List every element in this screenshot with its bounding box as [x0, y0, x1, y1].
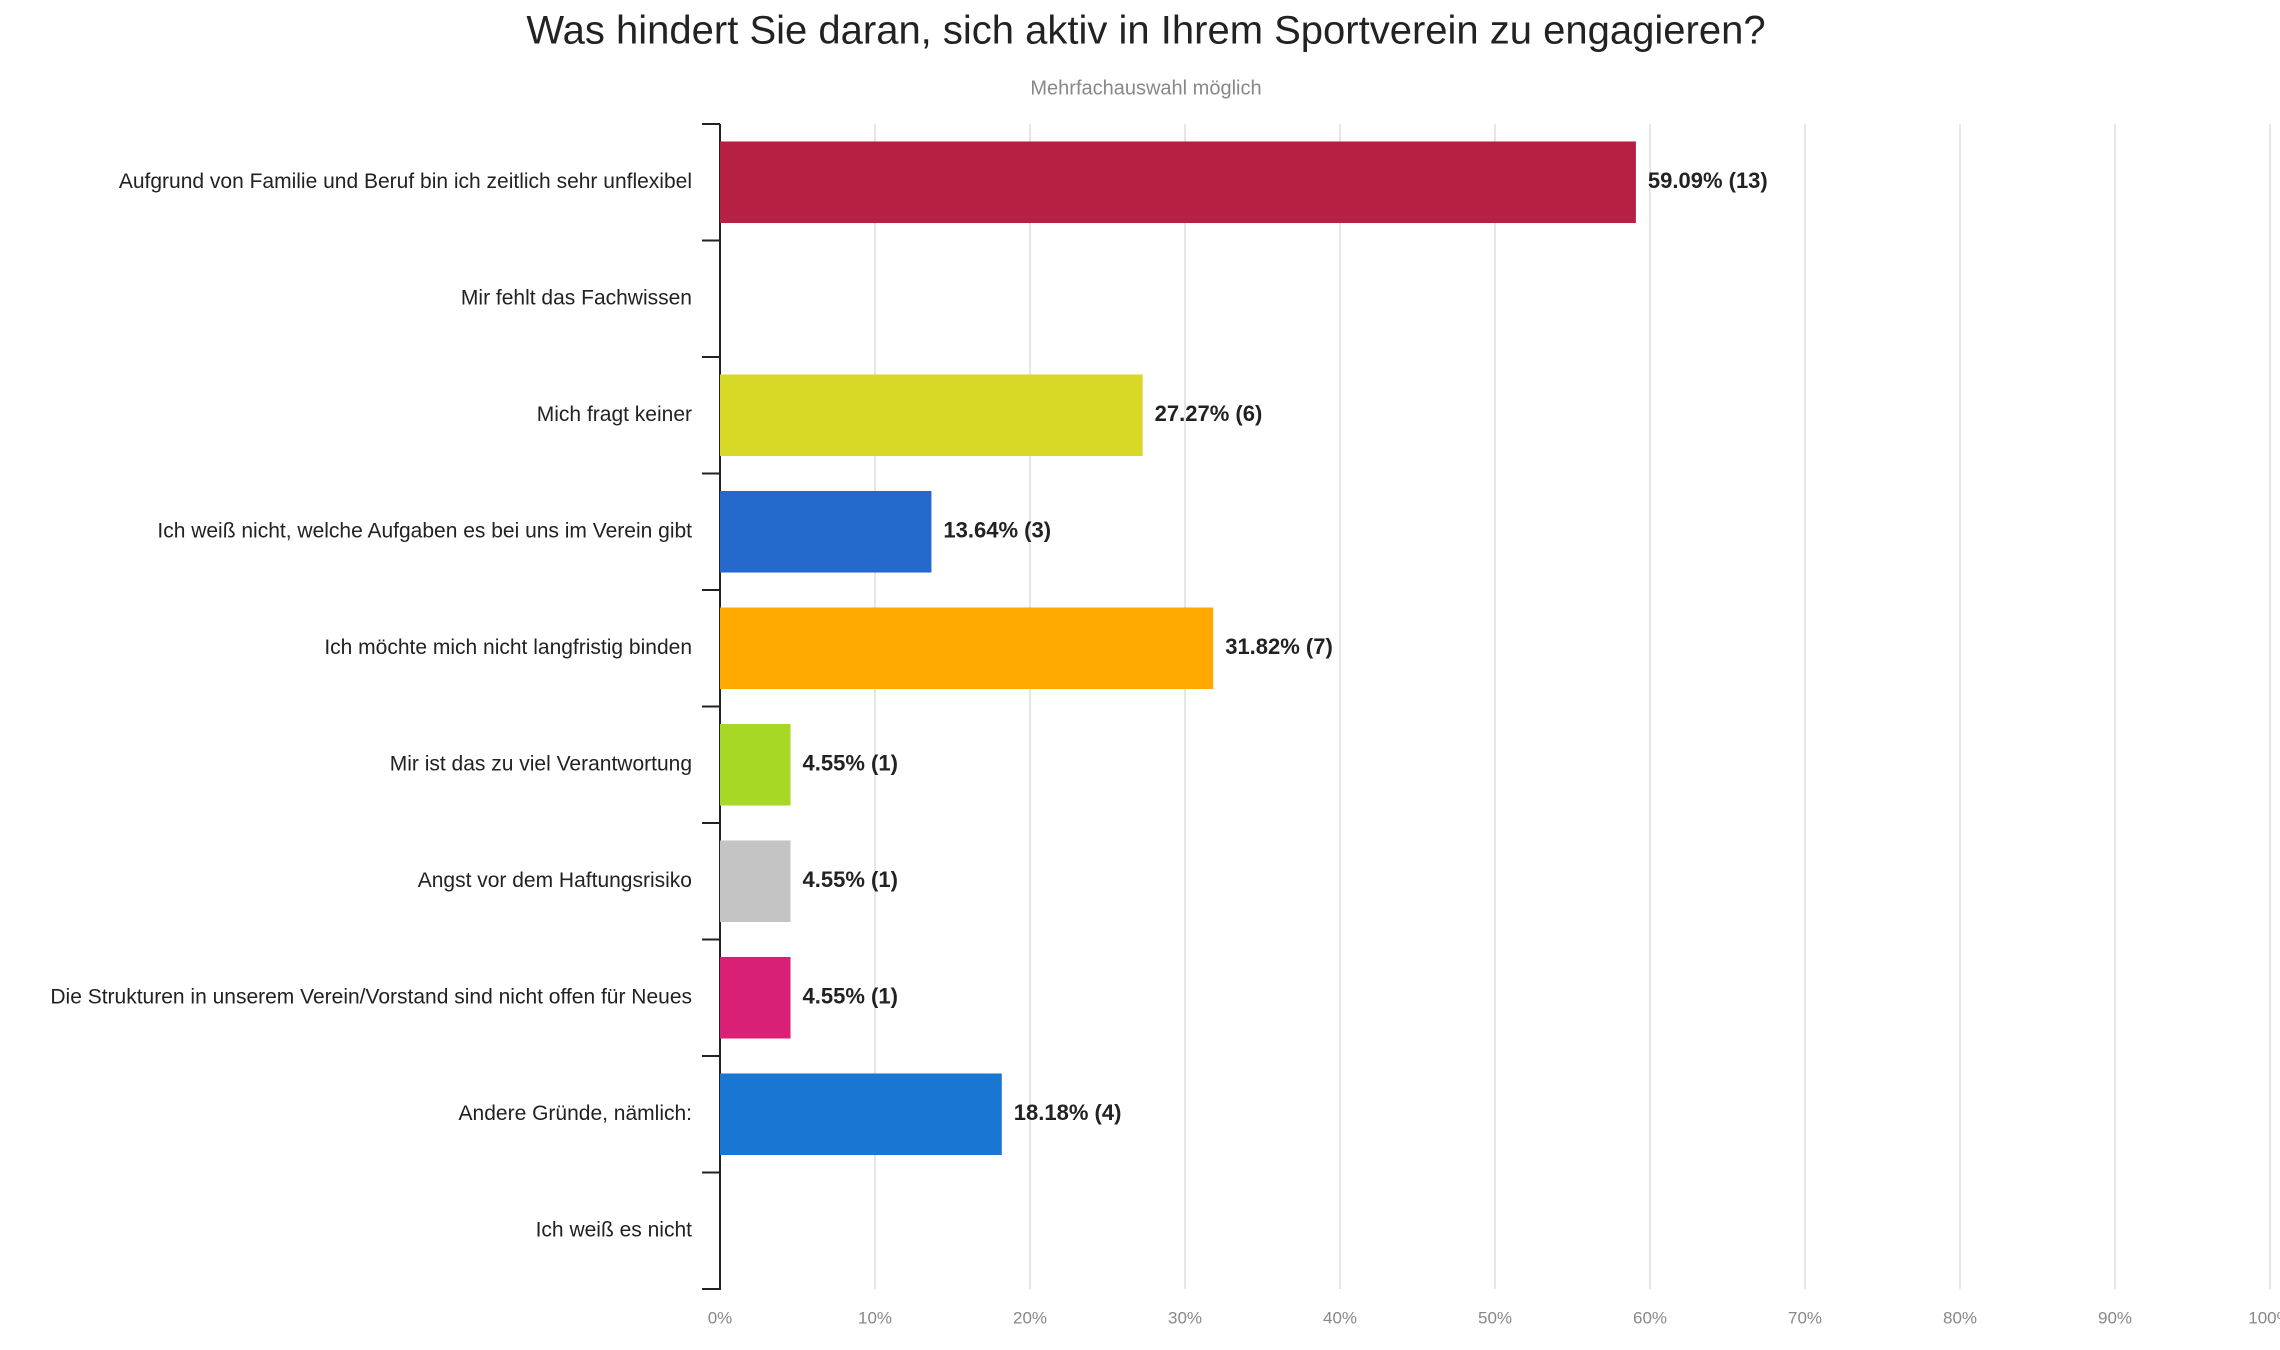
y-tick-label: Mir fehlt das Fachwissen [461, 286, 692, 309]
x-tick-label: 20% [1013, 1308, 1047, 1327]
value-label: 4.55% (1) [803, 867, 898, 892]
x-tick-label: 80% [1943, 1308, 1977, 1327]
chart-subtitle: Mehrfachauswahl möglich [1030, 77, 1261, 99]
value-label: 4.55% (1) [803, 984, 898, 1009]
y-tick-label: Aufgrund von Familie und Beruf bin ich z… [119, 170, 692, 193]
x-tick-label: 40% [1323, 1308, 1357, 1327]
x-tick-label: 10% [858, 1308, 892, 1327]
x-tick-label: 90% [2098, 1308, 2132, 1327]
value-label: 13.64% (3) [943, 518, 1051, 543]
x-tick-label: 30% [1168, 1308, 1202, 1327]
y-tick-label: Ich weiß es nicht [536, 1218, 693, 1241]
bar [720, 723, 791, 806]
bar [720, 1073, 1002, 1156]
x-tick-label: 70% [1788, 1308, 1822, 1327]
bar [720, 840, 791, 923]
y-tick-label: Die Strukturen in unserem Verein/Vorstan… [50, 985, 692, 1008]
bar [720, 141, 1636, 224]
value-label: 18.18% (4) [1014, 1100, 1122, 1125]
bar [720, 490, 932, 573]
x-tick-label: 60% [1633, 1308, 1667, 1327]
y-tick-label: Angst vor dem Haftungsrisiko [418, 869, 692, 892]
value-label: 31.82% (7) [1225, 634, 1333, 659]
x-tick-label: 100% [2248, 1308, 2280, 1327]
value-label: 59.09% (13) [1648, 168, 1768, 193]
y-tick-label: Mich fragt keiner [537, 403, 692, 426]
y-tick-label: Ich möchte mich nicht langfristig binden [324, 636, 692, 659]
value-label: 4.55% (1) [803, 751, 898, 776]
y-tick-label: Mir ist das zu viel Verantwortung [390, 752, 692, 775]
bar [720, 956, 791, 1039]
y-tick-label: Ich weiß nicht, welche Aufgaben es bei u… [157, 519, 692, 542]
value-label: 27.27% (6) [1155, 401, 1263, 426]
y-tick-label: Andere Gründe, nämlich: [459, 1102, 692, 1125]
x-tick-label: 0% [708, 1308, 733, 1327]
bar [720, 607, 1214, 690]
bar [720, 374, 1143, 457]
chart-title: Was hindert Sie daran, sich aktiv in Ihr… [526, 9, 1765, 53]
x-tick-label: 50% [1478, 1308, 1512, 1327]
